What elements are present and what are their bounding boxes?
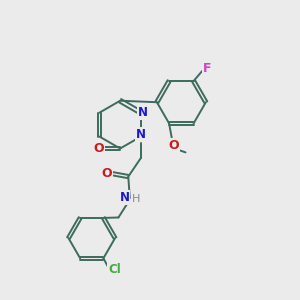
Text: O: O — [168, 139, 179, 152]
Text: N: N — [136, 128, 146, 141]
Text: F: F — [203, 62, 211, 75]
Text: H: H — [132, 194, 140, 204]
Text: O: O — [93, 142, 104, 155]
Text: N: N — [119, 191, 129, 204]
Text: Cl: Cl — [108, 262, 121, 275]
Text: N: N — [138, 106, 148, 119]
Text: O: O — [101, 167, 112, 180]
